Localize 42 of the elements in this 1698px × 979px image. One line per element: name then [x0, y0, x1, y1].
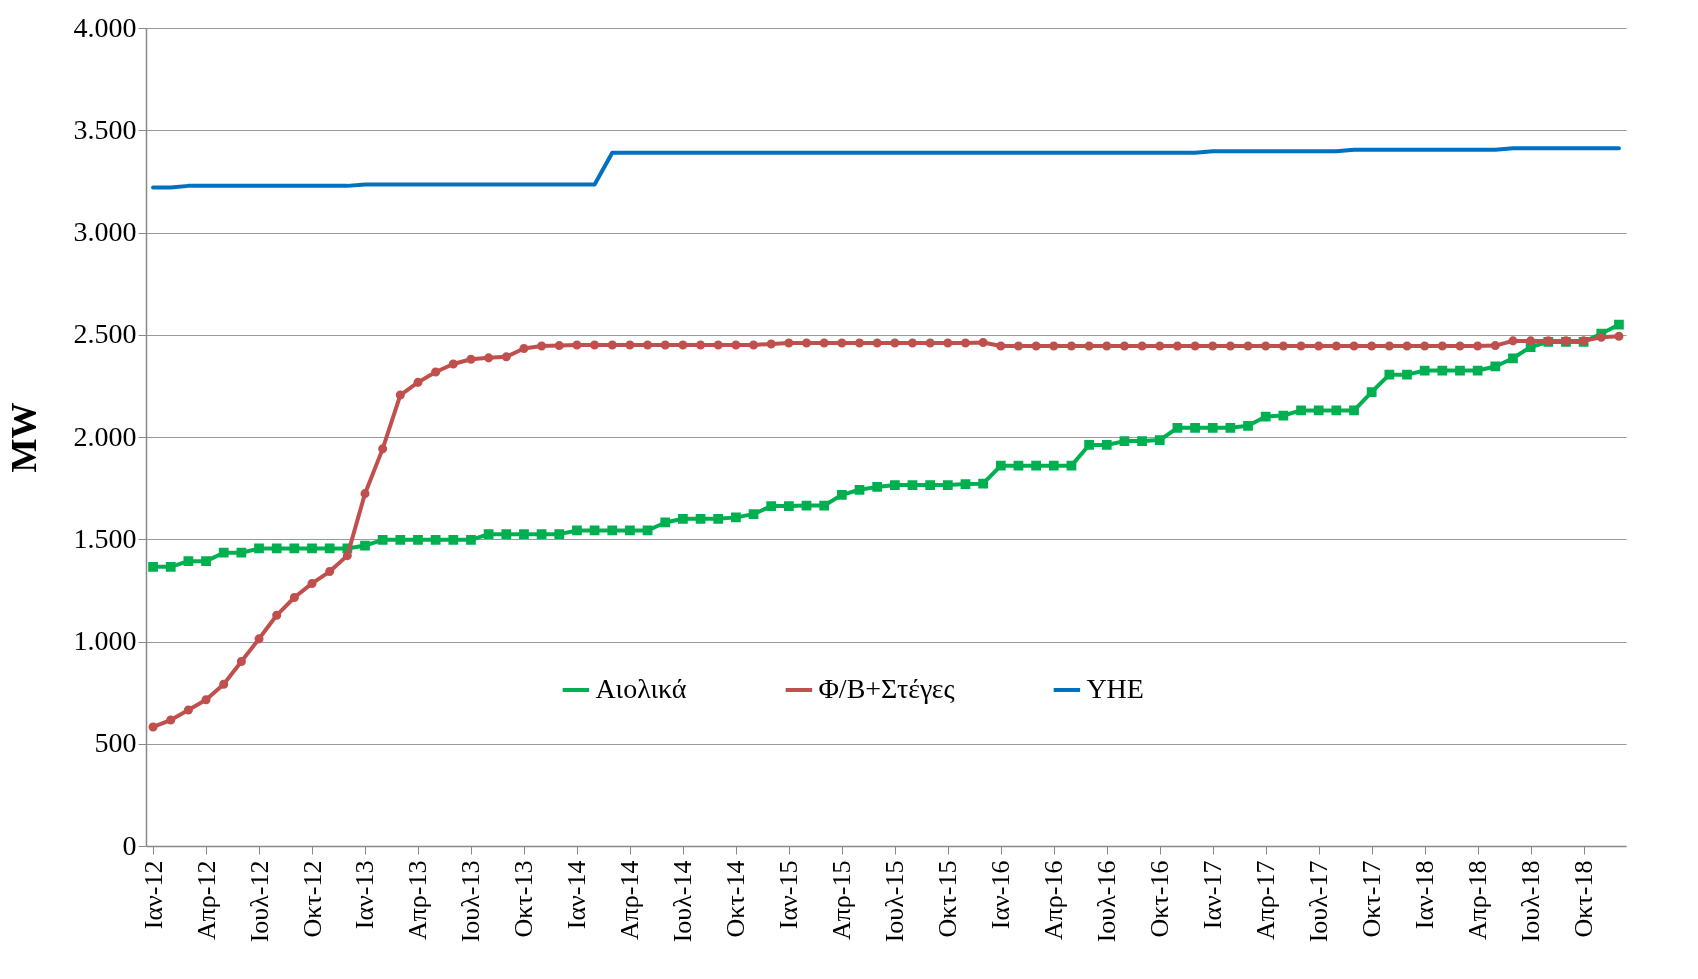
legend-label: Αιολικά — [595, 672, 687, 704]
x-tick-label: Ιουλ-14 — [668, 860, 698, 943]
x-tick-label: Ιουλ-17 — [1304, 860, 1334, 943]
y-tick-label: 4.000 — [73, 11, 137, 43]
x-tick-label: Απρ-16 — [1039, 860, 1069, 941]
y-tick-label: 1.000 — [73, 625, 137, 656]
y-tick-label: 1.500 — [73, 522, 137, 554]
x-tick-label: Απρ-14 — [615, 860, 645, 941]
y-axis-title: MW — [3, 402, 44, 473]
x-tick-label: Απρ-18 — [1463, 860, 1493, 941]
x-tick-label: Ιαν-17 — [1198, 860, 1228, 930]
x-tick-label: Απρ-17 — [1251, 860, 1281, 941]
x-tick-label: Οκτ-12 — [297, 860, 327, 938]
x-tick-label: Οκτ-15 — [933, 860, 963, 938]
x-tick-label: Ιαν-16 — [986, 860, 1016, 930]
y-tick-label: 500 — [94, 727, 137, 759]
x-tick-label: Ιαν-14 — [562, 860, 592, 930]
x-tick-label: Οκτ-13 — [509, 860, 539, 938]
x-tick-label: Ιουλ-15 — [880, 860, 910, 943]
y-tick-label: 3.500 — [73, 113, 137, 145]
legend-label: YHE — [1086, 672, 1144, 704]
y-tick-label: 0 — [122, 829, 137, 861]
x-tick-label: Ιουλ-13 — [456, 860, 486, 943]
x-tick-label: Ιαν-12 — [138, 860, 168, 930]
x-tick-label: Ιαν-18 — [1410, 860, 1440, 930]
y-tick-label: 2.000 — [73, 420, 137, 452]
x-tick-label: Απρ-15 — [827, 860, 857, 941]
line-series — [151, 146, 1621, 190]
x-tick-label: Ιουλ-18 — [1516, 860, 1546, 943]
x-tick-label: Απρ-13 — [403, 860, 433, 941]
x-tick-label: Ιαν-13 — [350, 860, 380, 930]
x-tick-label: Οκτ-17 — [1357, 860, 1387, 938]
x-tick-label: Οκτ-18 — [1569, 860, 1599, 938]
x-tick-label: Ιουλ-12 — [244, 860, 274, 943]
x-tick-label: Απρ-12 — [191, 860, 221, 941]
x-tick-label: Οκτ-14 — [721, 860, 751, 938]
x-tick-label: Ιουλ-16 — [1092, 860, 1122, 943]
y-tick-label: 3.000 — [73, 216, 137, 247]
x-tick-label: Ιαν-15 — [774, 860, 804, 930]
y-tick-label: 2.500 — [73, 318, 137, 350]
legend-label: Φ/Β+Στέγες — [818, 672, 955, 704]
x-tick-label: Οκτ-16 — [1145, 860, 1175, 938]
